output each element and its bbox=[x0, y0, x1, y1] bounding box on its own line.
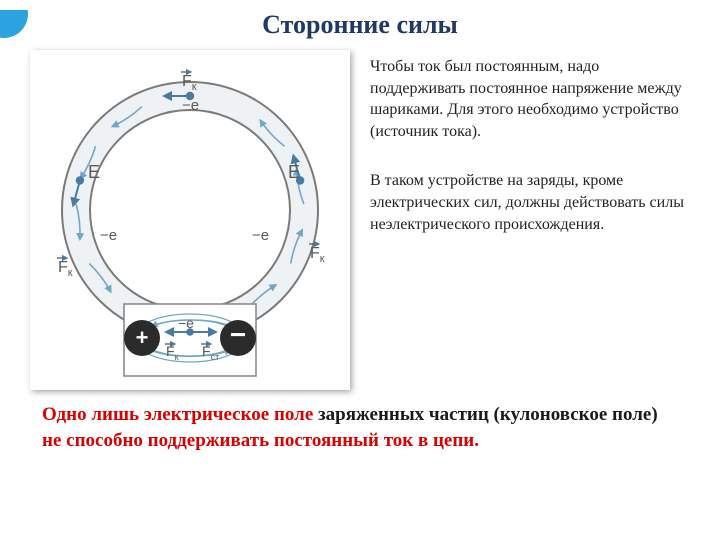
paragraph-1: Чтобы ток был постоянным, надо поддержив… bbox=[370, 56, 690, 142]
page-title: Сторонние силы bbox=[0, 10, 720, 40]
svg-text:−e: −e bbox=[100, 227, 117, 244]
content-row: +−EE−e−e−e−eFкFкFкFкFст Чтобы ток был по… bbox=[0, 40, 720, 390]
svg-text:−: − bbox=[230, 319, 246, 350]
circuit-diagram: +−EE−e−e−e−eFкFкFкFкFст bbox=[30, 50, 350, 390]
svg-text:−e: −e bbox=[178, 315, 194, 331]
bottom-run-2: заряженных частиц (кулоновское поле) bbox=[318, 404, 658, 425]
svg-text:−e: −e bbox=[182, 97, 199, 114]
bottom-run-1: Одно лишь электрическое поле bbox=[42, 404, 318, 425]
bottom-run-3: не способно поддерживать постоянный ток … bbox=[42, 430, 479, 451]
svg-text:E: E bbox=[88, 162, 100, 182]
svg-text:E: E bbox=[288, 162, 300, 182]
corner-accent bbox=[0, 10, 32, 42]
svg-text:+: + bbox=[136, 325, 149, 350]
bottom-statement: Одно лишь электрическое поле заряженных … bbox=[0, 390, 720, 453]
svg-text:−e: −e bbox=[252, 227, 269, 244]
paragraph-2: В таком устройстве на заряды, кроме элек… bbox=[370, 170, 690, 235]
text-column: Чтобы ток был постоянным, надо поддержив… bbox=[370, 50, 690, 390]
